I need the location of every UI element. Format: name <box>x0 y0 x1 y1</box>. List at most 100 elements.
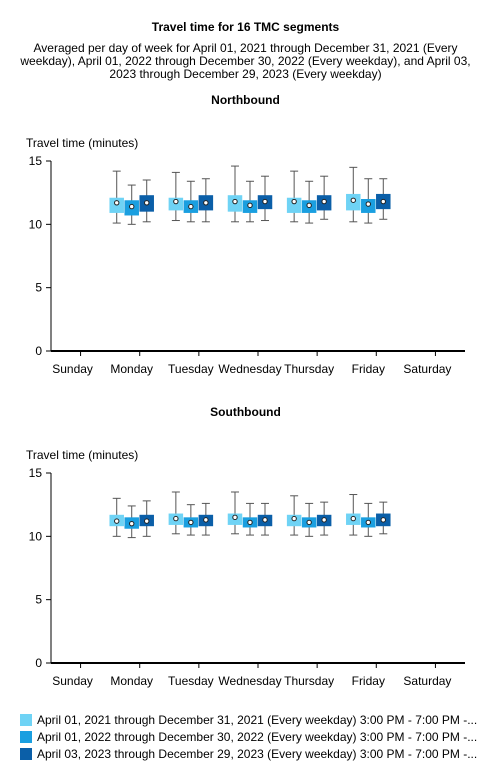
box-plot[interactable] <box>227 491 243 535</box>
box-plot[interactable] <box>139 179 154 223</box>
y-tick-label: 0 <box>35 656 42 670</box>
box-plot[interactable] <box>361 178 376 224</box>
legend-item[interactable]: April 03, 2023 through December 29, 2023… <box>20 745 485 762</box>
median-marker <box>365 201 371 207</box>
median-marker <box>114 200 120 206</box>
median-marker <box>350 197 356 203</box>
median-marker <box>262 198 268 205</box>
box-plot[interactable] <box>168 171 184 222</box>
box-plot[interactable] <box>198 502 214 536</box>
median-marker <box>306 202 312 209</box>
median-marker <box>262 517 268 523</box>
box-plot[interactable] <box>376 501 391 535</box>
median-marker <box>350 515 356 522</box>
median-marker <box>173 198 179 205</box>
box-plot[interactable] <box>301 502 317 537</box>
box-plot[interactable] <box>242 502 258 536</box>
median-marker <box>144 518 150 524</box>
box-plot[interactable] <box>242 180 258 223</box>
box-plot[interactable] <box>109 497 124 537</box>
x-tick-label: Saturday <box>403 362 451 376</box>
median-marker <box>321 517 327 523</box>
median-marker <box>380 517 386 523</box>
legend: April 01, 2021 through December 31, 2021… <box>20 711 485 762</box>
median-marker <box>247 202 253 209</box>
x-tick-label: Monday <box>110 674 153 688</box>
x-tick-label: Tuesday <box>168 362 214 376</box>
box-plot[interactable] <box>257 502 273 536</box>
box-plot[interactable] <box>124 184 139 225</box>
x-tick-label: Thursday <box>284 362 334 376</box>
box-plot[interactable] <box>124 505 139 539</box>
chart-subtitle: Averaged per day of week for April 01, 2… <box>20 41 471 81</box>
legend-swatch <box>20 747 32 760</box>
y-tick-label: 15 <box>29 154 43 168</box>
box-plot[interactable] <box>198 178 214 223</box>
southbound-chart: 0 5 10 15 Sunday Monday Tuesday Wednesday Thursd… <box>29 466 465 688</box>
x-tick-label: Wednesday <box>218 674 281 688</box>
legend-item[interactable]: April 01, 2022 through December 30, 2022… <box>20 728 485 745</box>
median-marker <box>188 203 194 210</box>
box-plot[interactable] <box>346 494 361 536</box>
x-tick-label: Friday <box>352 674 385 688</box>
box-plot[interactable] <box>376 178 391 220</box>
x-tick-label: Sunday <box>52 674 93 688</box>
median-marker <box>321 198 327 205</box>
legend-swatch <box>20 730 32 743</box>
x-tick-label: Sunday <box>52 362 93 376</box>
median-marker <box>203 517 209 523</box>
median-marker <box>129 520 135 527</box>
y-tick-label: 0 <box>35 344 42 358</box>
y-tick-label: 10 <box>29 529 43 543</box>
box-plot[interactable] <box>168 491 184 535</box>
box-plot[interactable] <box>286 495 302 536</box>
box <box>286 197 302 213</box>
box-plot[interactable] <box>227 165 243 223</box>
legend-item[interactable]: April 01, 2021 through December 31, 2021… <box>20 711 485 728</box>
box-plot[interactable] <box>316 501 332 536</box>
y-axis-label: Travel time (minutes) <box>26 136 139 150</box>
box-plot[interactable] <box>361 502 376 537</box>
chart-title: Travel time for 16 TMC segments <box>151 20 340 34</box>
median-marker <box>306 519 312 526</box>
median-marker <box>188 519 194 526</box>
legend-label: April 03, 2023 through December 29, 2023… <box>37 746 478 761</box>
box-plot[interactable] <box>183 504 199 536</box>
median-marker <box>173 515 179 522</box>
median-marker <box>365 519 371 526</box>
median-marker <box>114 518 120 524</box>
panel-title: Southbound <box>210 405 281 419</box>
box-plot[interactable] <box>301 180 317 224</box>
box-plot[interactable] <box>316 175 332 220</box>
median-marker <box>380 198 386 205</box>
median-marker <box>203 200 209 206</box>
x-tick-label: Friday <box>352 362 385 376</box>
y-axis-label: Travel time (minutes) <box>26 448 139 462</box>
median-marker <box>291 198 297 205</box>
box-plot[interactable] <box>257 175 273 222</box>
y-tick-label: 15 <box>29 466 43 480</box>
median-marker <box>129 203 135 210</box>
x-tick-label: Wednesday <box>218 362 281 376</box>
x-tick-label: Tuesday <box>168 674 214 688</box>
y-tick-label: 5 <box>35 281 42 295</box>
median-marker <box>291 515 297 522</box>
y-tick-label: 5 <box>35 593 42 607</box>
median-marker <box>232 514 238 521</box>
legend-label: April 01, 2022 through December 30, 2022… <box>37 729 478 744</box>
box-plot[interactable] <box>109 170 124 224</box>
legend-swatch <box>20 713 32 726</box>
box-plot[interactable] <box>139 500 154 537</box>
northbound-chart: 0 5 10 15 Sunday Monday Tuesday Wednesday Thursd… <box>29 154 465 376</box>
panel-title: Northbound <box>211 93 280 107</box>
legend-label: April 01, 2021 through December 31, 2021… <box>37 712 478 727</box>
x-tick-label: Thursday <box>284 674 334 688</box>
box-plot[interactable] <box>183 180 199 223</box>
median-marker <box>232 198 238 205</box>
y-tick-label: 10 <box>29 217 43 231</box>
box-plot[interactable] <box>346 166 361 223</box>
box-plot[interactable] <box>286 170 302 223</box>
median-marker <box>247 519 253 526</box>
x-tick-label: Saturday <box>403 674 451 688</box>
median-marker <box>144 200 150 206</box>
